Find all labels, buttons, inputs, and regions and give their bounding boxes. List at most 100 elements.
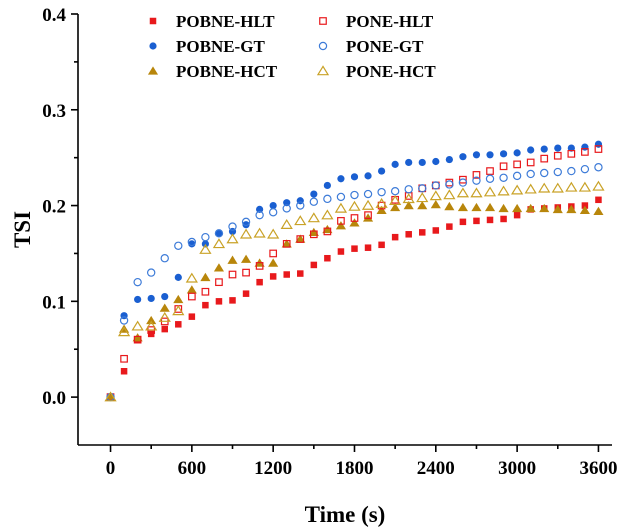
- data-point: [446, 223, 453, 230]
- x-tick-label: 2400: [417, 458, 455, 479]
- x-tick-label: 1800: [335, 458, 373, 479]
- data-point: [402, 193, 415, 204]
- data-point: [567, 144, 575, 152]
- legend-label: POBNE-GT: [176, 37, 265, 56]
- data-point: [119, 324, 130, 333]
- data-point: [132, 333, 143, 342]
- data-point: [158, 311, 171, 322]
- data-point: [283, 271, 290, 278]
- data-point: [391, 160, 399, 168]
- x-tick-label: 3600: [579, 458, 617, 479]
- data-point: [432, 157, 440, 166]
- data-point: [431, 181, 441, 190]
- data-point: [350, 173, 359, 181]
- data-point: [282, 240, 291, 248]
- data-point: [322, 224, 333, 234]
- series-pone-hlt: [106, 145, 603, 401]
- data-point: [430, 199, 441, 209]
- data-point: [227, 255, 238, 264]
- data-point: [499, 173, 508, 182]
- legend-entry: POBNE-HLT: [149, 12, 275, 31]
- data-point: [432, 227, 440, 234]
- data-point: [269, 201, 277, 210]
- data-point: [472, 151, 481, 159]
- series-pone-hct: [104, 180, 605, 402]
- data-point: [119, 316, 129, 325]
- legend-label: POBNE-HLT: [176, 12, 275, 31]
- data-point: [510, 184, 524, 195]
- data-point: [580, 164, 590, 174]
- data-point: [310, 190, 318, 198]
- data-point: [538, 182, 551, 193]
- data-point: [539, 203, 550, 213]
- data-point: [256, 278, 263, 286]
- data-point: [214, 229, 224, 238]
- y-tick-label: 0.0: [42, 388, 66, 409]
- data-point: [350, 214, 359, 222]
- data-point: [444, 201, 455, 211]
- data-point: [159, 303, 170, 312]
- data-point: [134, 295, 142, 304]
- x-tick-label: 0: [106, 458, 116, 479]
- data-point: [120, 354, 128, 363]
- data-point: [268, 258, 279, 267]
- data-point: [553, 151, 562, 160]
- data-point: [215, 229, 223, 237]
- data-point: [389, 195, 402, 206]
- data-point: [350, 190, 359, 200]
- series-pobne-hct: [105, 199, 604, 401]
- data-point: [377, 187, 386, 197]
- data-point: [161, 292, 169, 301]
- data-point: [323, 181, 331, 190]
- data-point: [241, 217, 251, 227]
- legend-marker: [149, 17, 157, 25]
- data-point: [592, 180, 605, 191]
- data-point: [513, 149, 521, 157]
- data-point: [309, 197, 319, 206]
- data-point: [337, 175, 345, 183]
- data-point: [323, 227, 332, 236]
- data-point: [269, 273, 277, 280]
- data-point: [349, 218, 360, 227]
- data-point: [294, 215, 307, 226]
- y-tick-label: 0.2: [42, 197, 66, 218]
- data-point: [497, 185, 510, 196]
- data-point: [335, 221, 346, 230]
- data-point: [457, 202, 468, 212]
- legend-marker: [319, 17, 327, 25]
- data-point: [375, 197, 388, 208]
- data-point: [131, 320, 144, 331]
- data-point: [472, 171, 481, 179]
- data-point: [117, 326, 131, 337]
- data-point: [513, 160, 521, 169]
- data-point: [416, 192, 429, 203]
- data-point: [512, 171, 522, 181]
- data-point: [391, 233, 399, 241]
- data-point: [187, 292, 196, 301]
- data-point: [405, 158, 413, 167]
- data-point: [445, 155, 453, 164]
- data-point: [282, 204, 291, 213]
- data-point: [459, 218, 467, 226]
- data-point: [456, 187, 470, 198]
- data-point: [253, 227, 266, 238]
- data-point: [337, 248, 345, 255]
- data-point: [133, 277, 142, 287]
- legend-marker: [147, 66, 159, 75]
- data-point: [334, 202, 348, 213]
- data-point: [459, 153, 467, 161]
- data-point: [581, 148, 589, 156]
- data-point: [362, 213, 374, 222]
- y-tick-label: 0.4: [42, 5, 66, 26]
- axes: [77, 14, 612, 446]
- data-point: [526, 169, 535, 179]
- data-point: [526, 158, 535, 167]
- data-point: [483, 186, 497, 197]
- data-point: [364, 172, 372, 180]
- data-point: [377, 201, 386, 210]
- data-point: [337, 217, 345, 225]
- data-point: [297, 270, 304, 277]
- data-point: [161, 325, 168, 333]
- data-point: [212, 238, 226, 249]
- x-tick-label: 600: [178, 458, 207, 479]
